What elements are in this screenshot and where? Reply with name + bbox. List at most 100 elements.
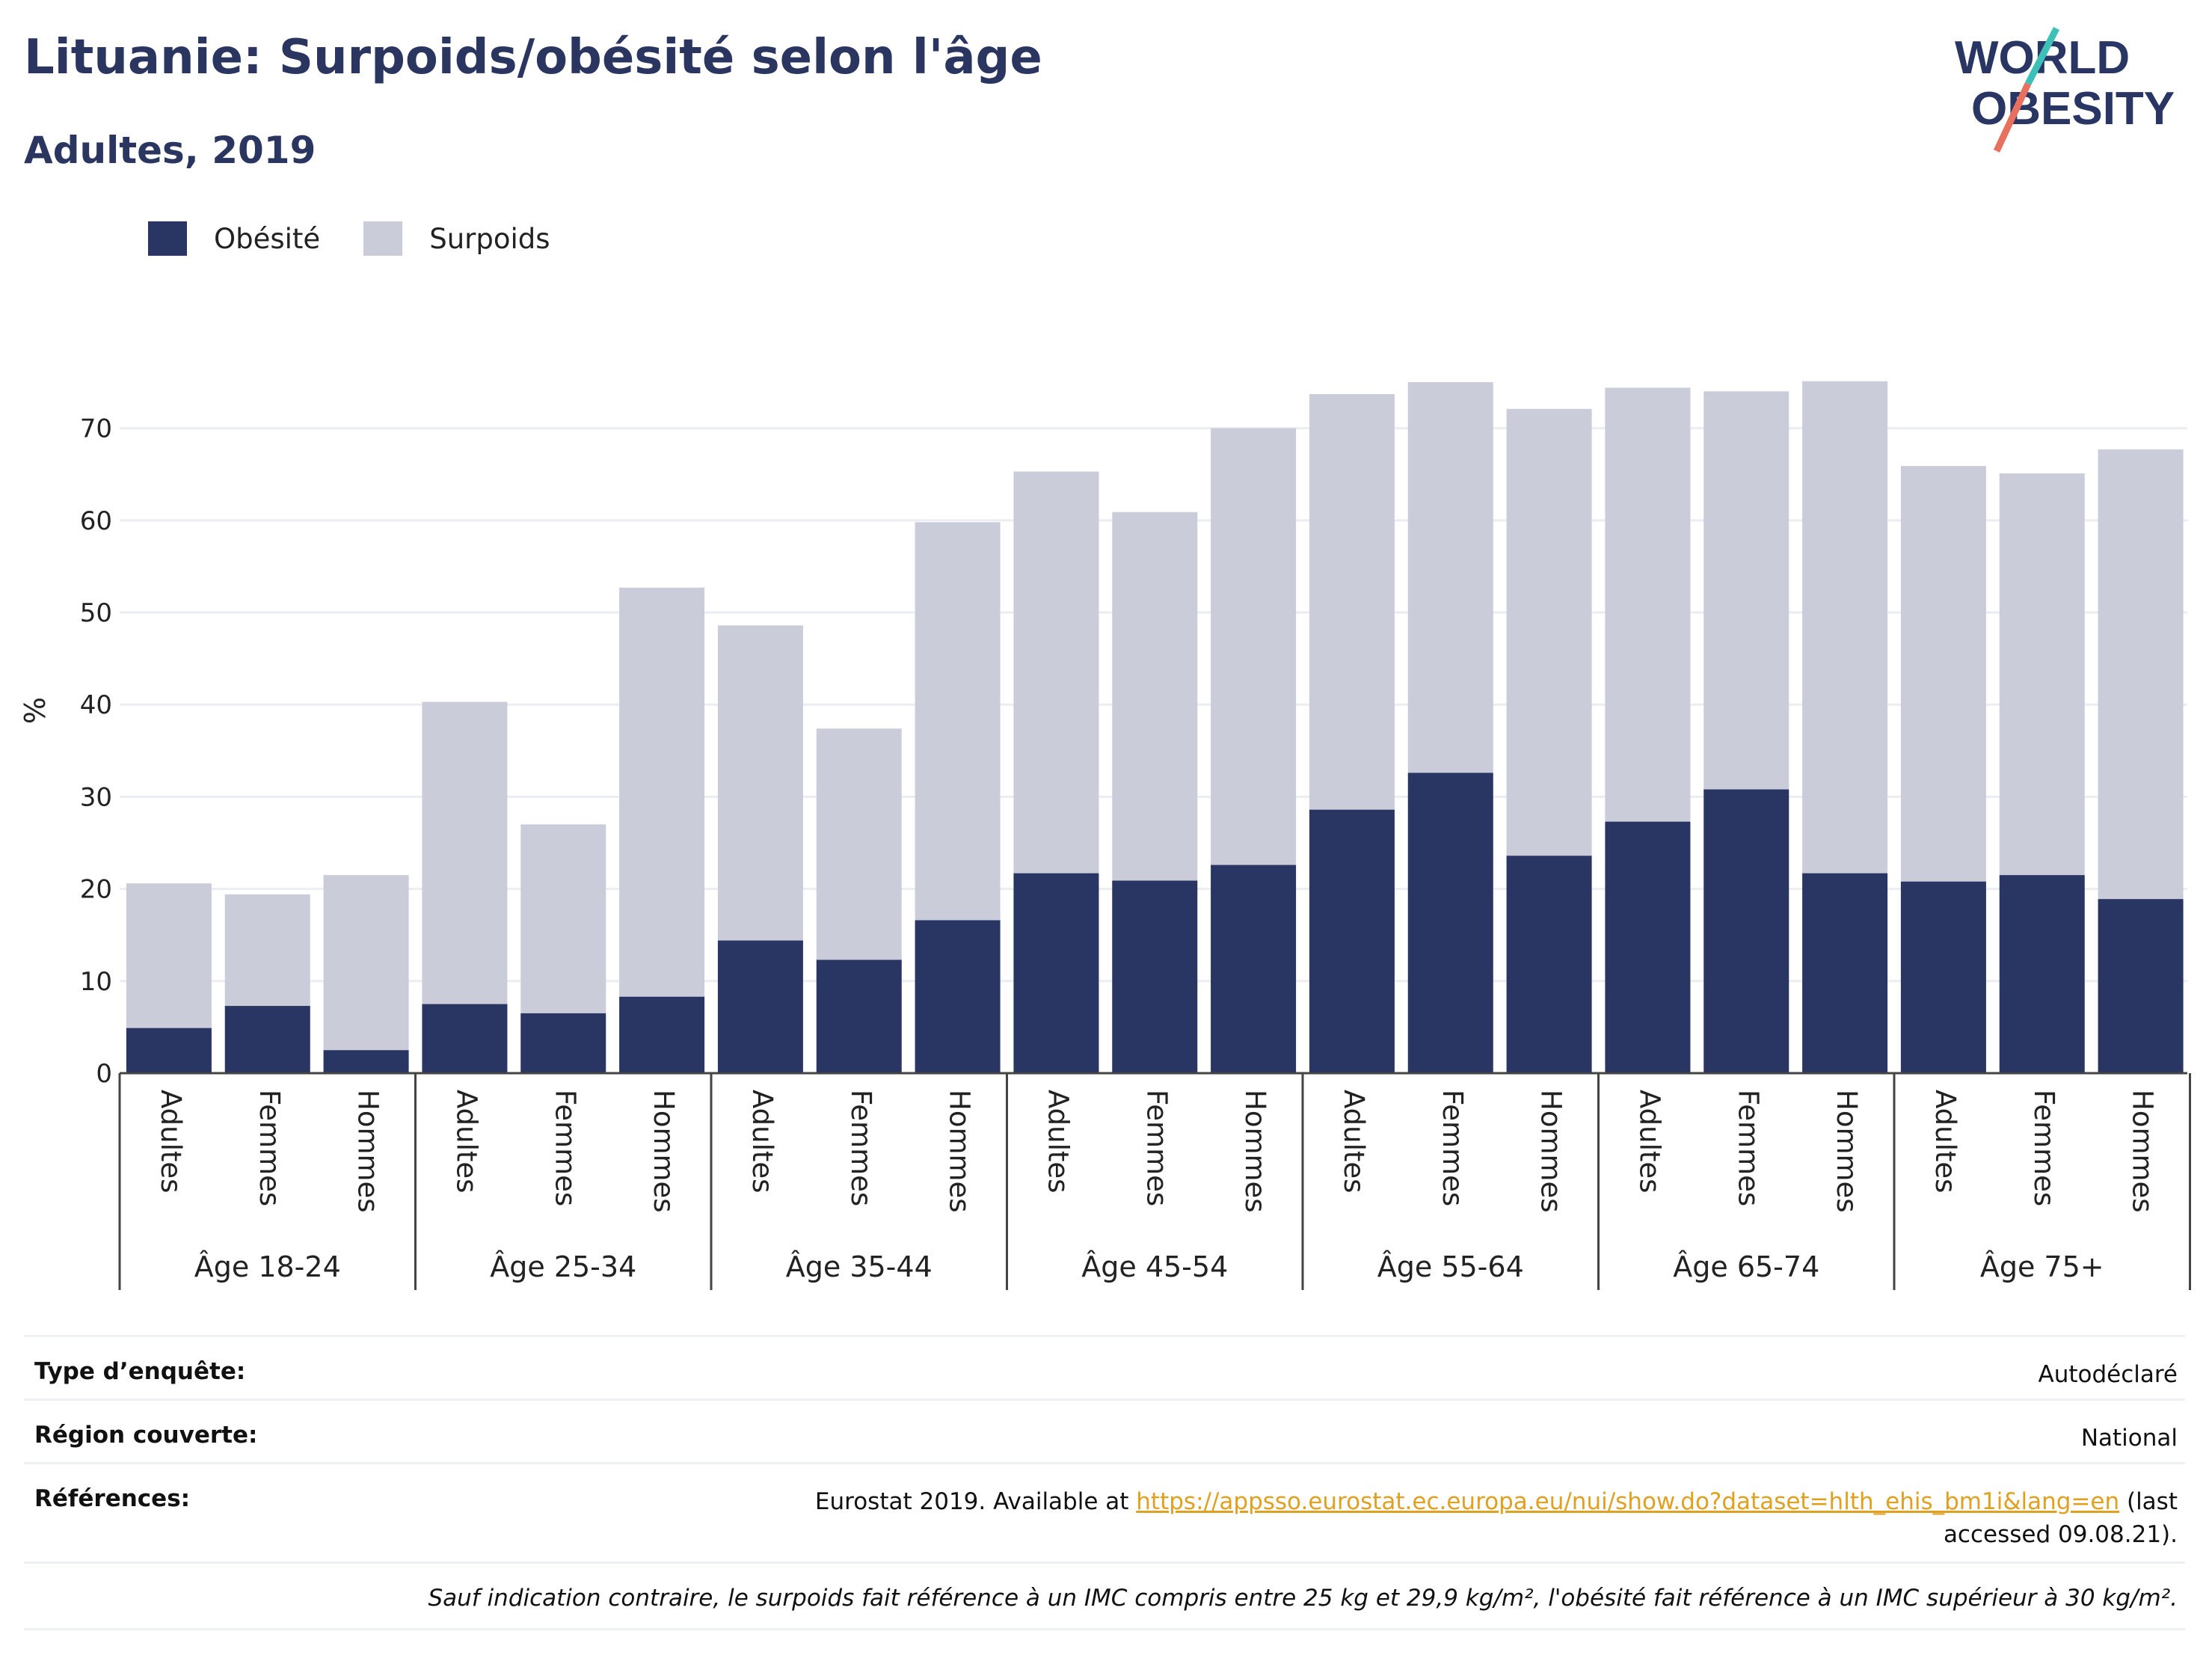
bar-overweight bbox=[224, 894, 310, 1007]
bar-obesity bbox=[1999, 875, 2085, 1073]
references-link[interactable]: https://appsso.eurostat.ec.europa.eu/nui… bbox=[1136, 1488, 2120, 1515]
references-suffix: (last accessed 09.08.21). bbox=[1943, 1488, 2178, 1548]
x-group-label: Âge 25-34 bbox=[490, 1250, 636, 1283]
legend-swatch-obesity bbox=[148, 221, 187, 256]
bar-obesity bbox=[323, 1050, 409, 1073]
y-tick-label: 10 bbox=[80, 967, 112, 997]
bar-obesity bbox=[1309, 809, 1395, 1073]
x-sub-label: Adultes bbox=[1633, 1090, 1665, 1193]
x-sub-label: Femmes bbox=[549, 1090, 581, 1206]
info-row-region: Région couverte: National bbox=[24, 1398, 2185, 1462]
bar-obesity bbox=[1013, 873, 1099, 1073]
bar-overweight bbox=[1211, 428, 1297, 865]
x-sub-label: Hommes bbox=[1535, 1090, 1567, 1213]
bar-obesity bbox=[422, 1004, 508, 1073]
y-tick-label: 20 bbox=[80, 875, 112, 905]
x-group-label: Âge 18-24 bbox=[194, 1250, 341, 1283]
y-tick-label: 70 bbox=[80, 414, 112, 444]
logo-slash-teal bbox=[2024, 26, 2060, 86]
bar-overweight bbox=[1703, 391, 1789, 790]
x-sub-label: Adultes bbox=[1042, 1090, 1074, 1193]
bar-overweight bbox=[422, 701, 508, 1004]
survey-type-label: Type d’enquête: bbox=[34, 1358, 246, 1385]
logo-slash-coral bbox=[1993, 82, 2032, 153]
x-sub-label: Adultes bbox=[450, 1090, 482, 1193]
bar-overweight bbox=[717, 625, 803, 941]
x-sub-label: Hommes bbox=[352, 1090, 384, 1213]
bar-overweight bbox=[1309, 394, 1395, 810]
region-value: National bbox=[2080, 1425, 2178, 1452]
y-tick-label: 50 bbox=[80, 598, 112, 628]
info-row-survey-type: Type d’enquête: Autodéclaré bbox=[24, 1335, 2185, 1398]
x-sub-label: Hommes bbox=[648, 1090, 680, 1213]
x-sub-label: Adultes bbox=[155, 1090, 187, 1193]
chart-subtitle: Adultes, 2019 bbox=[24, 129, 316, 172]
bar-overweight bbox=[1999, 473, 2085, 876]
references-prefix: Eurostat 2019. Available at bbox=[814, 1488, 1137, 1515]
logo-word-obesity: OBESITY bbox=[1971, 83, 2175, 135]
bar-overweight bbox=[2098, 449, 2184, 900]
bar-obesity bbox=[816, 959, 902, 1073]
survey-type-value: Autodéclaré bbox=[2038, 1361, 2178, 1388]
x-sub-label: Femmes bbox=[845, 1090, 877, 1206]
bar-overweight bbox=[323, 875, 409, 1051]
bar-obesity bbox=[1802, 873, 1888, 1073]
legend-swatch-overweight bbox=[363, 221, 403, 256]
legend-item-overweight[interactable]: Surpoids bbox=[363, 221, 550, 256]
x-group-label: Âge 35-44 bbox=[786, 1250, 933, 1283]
bar-overweight bbox=[1900, 466, 1986, 882]
bar-obesity bbox=[2098, 899, 2184, 1073]
x-sub-label: Femmes bbox=[2028, 1090, 2060, 1206]
bar-obesity bbox=[1211, 865, 1297, 1073]
chart-legend: Obésité Surpoids bbox=[148, 221, 594, 256]
y-tick-label: 30 bbox=[80, 782, 112, 812]
x-group-label: Âge 55-64 bbox=[1377, 1250, 1524, 1283]
x-sub-label: Adultes bbox=[746, 1090, 778, 1193]
x-sub-label: Hommes bbox=[2127, 1090, 2159, 1213]
info-row-references: Références: Eurostat 2019. Available at … bbox=[24, 1462, 2185, 1562]
x-sub-label: Hommes bbox=[1239, 1090, 1271, 1213]
x-group-label: Âge 75+ bbox=[1980, 1250, 2104, 1283]
bar-overweight bbox=[1506, 408, 1592, 856]
references-value: Eurostat 2019. Available at https://apps… bbox=[719, 1485, 2178, 1562]
bar-obesity bbox=[915, 920, 1001, 1073]
bar-obesity bbox=[619, 996, 705, 1073]
x-sub-label: Femmes bbox=[1437, 1090, 1469, 1206]
bar-overweight bbox=[126, 883, 212, 1028]
y-tick-label: 0 bbox=[96, 1059, 112, 1089]
bar-overweight bbox=[1013, 471, 1099, 873]
bar-obesity bbox=[1506, 856, 1592, 1073]
x-sub-label: Femmes bbox=[1140, 1090, 1173, 1206]
bar-overweight bbox=[520, 824, 606, 1013]
bar-obesity bbox=[1407, 773, 1493, 1073]
legend-item-obesity[interactable]: Obésité bbox=[148, 221, 320, 256]
bar-obesity bbox=[520, 1013, 606, 1073]
bar-obesity bbox=[1900, 881, 1986, 1073]
x-sub-label: Adultes bbox=[1929, 1090, 1961, 1193]
bar-obesity bbox=[1703, 789, 1789, 1073]
bar-overweight bbox=[1112, 512, 1198, 881]
legend-label-obesity: Obésité bbox=[214, 222, 321, 255]
y-axis-label: % bbox=[19, 697, 52, 724]
bar-overweight bbox=[1407, 382, 1493, 773]
bar-obesity bbox=[717, 940, 803, 1073]
x-group-label: Âge 65-74 bbox=[1673, 1250, 1819, 1283]
x-group-label: Âge 45-54 bbox=[1081, 1250, 1228, 1283]
chart-title: Lituanie: Surpoids/obésité selon l'âge bbox=[24, 30, 1042, 85]
bar-overweight bbox=[1605, 387, 1691, 822]
definition-note: Sauf indication contraire, le surpoids f… bbox=[24, 1562, 2185, 1630]
region-label: Région couverte: bbox=[34, 1422, 258, 1449]
x-sub-label: Hommes bbox=[944, 1090, 976, 1213]
bar-obesity bbox=[224, 1006, 310, 1073]
references-label: Références: bbox=[34, 1485, 191, 1512]
x-sub-label: Hommes bbox=[1831, 1090, 1863, 1213]
bar-overweight bbox=[1802, 381, 1888, 873]
world-obesity-logo: WORLD OBESITY bbox=[1955, 26, 2175, 153]
stacked-bar-chart: 0 10 20 30 40 50 60 70% Adultes Femmes Hommes Âge 1… bbox=[19, 381, 2191, 1290]
y-tick-label: 40 bbox=[80, 690, 112, 720]
legend-label-overweight: Surpoids bbox=[429, 222, 550, 255]
survey-info-table: Type d’enquête: Autodéclaré Région couve… bbox=[24, 1335, 2185, 1630]
bar-overweight bbox=[816, 728, 902, 960]
y-tick-label: 60 bbox=[80, 506, 112, 536]
bar-obesity bbox=[1605, 821, 1691, 1073]
